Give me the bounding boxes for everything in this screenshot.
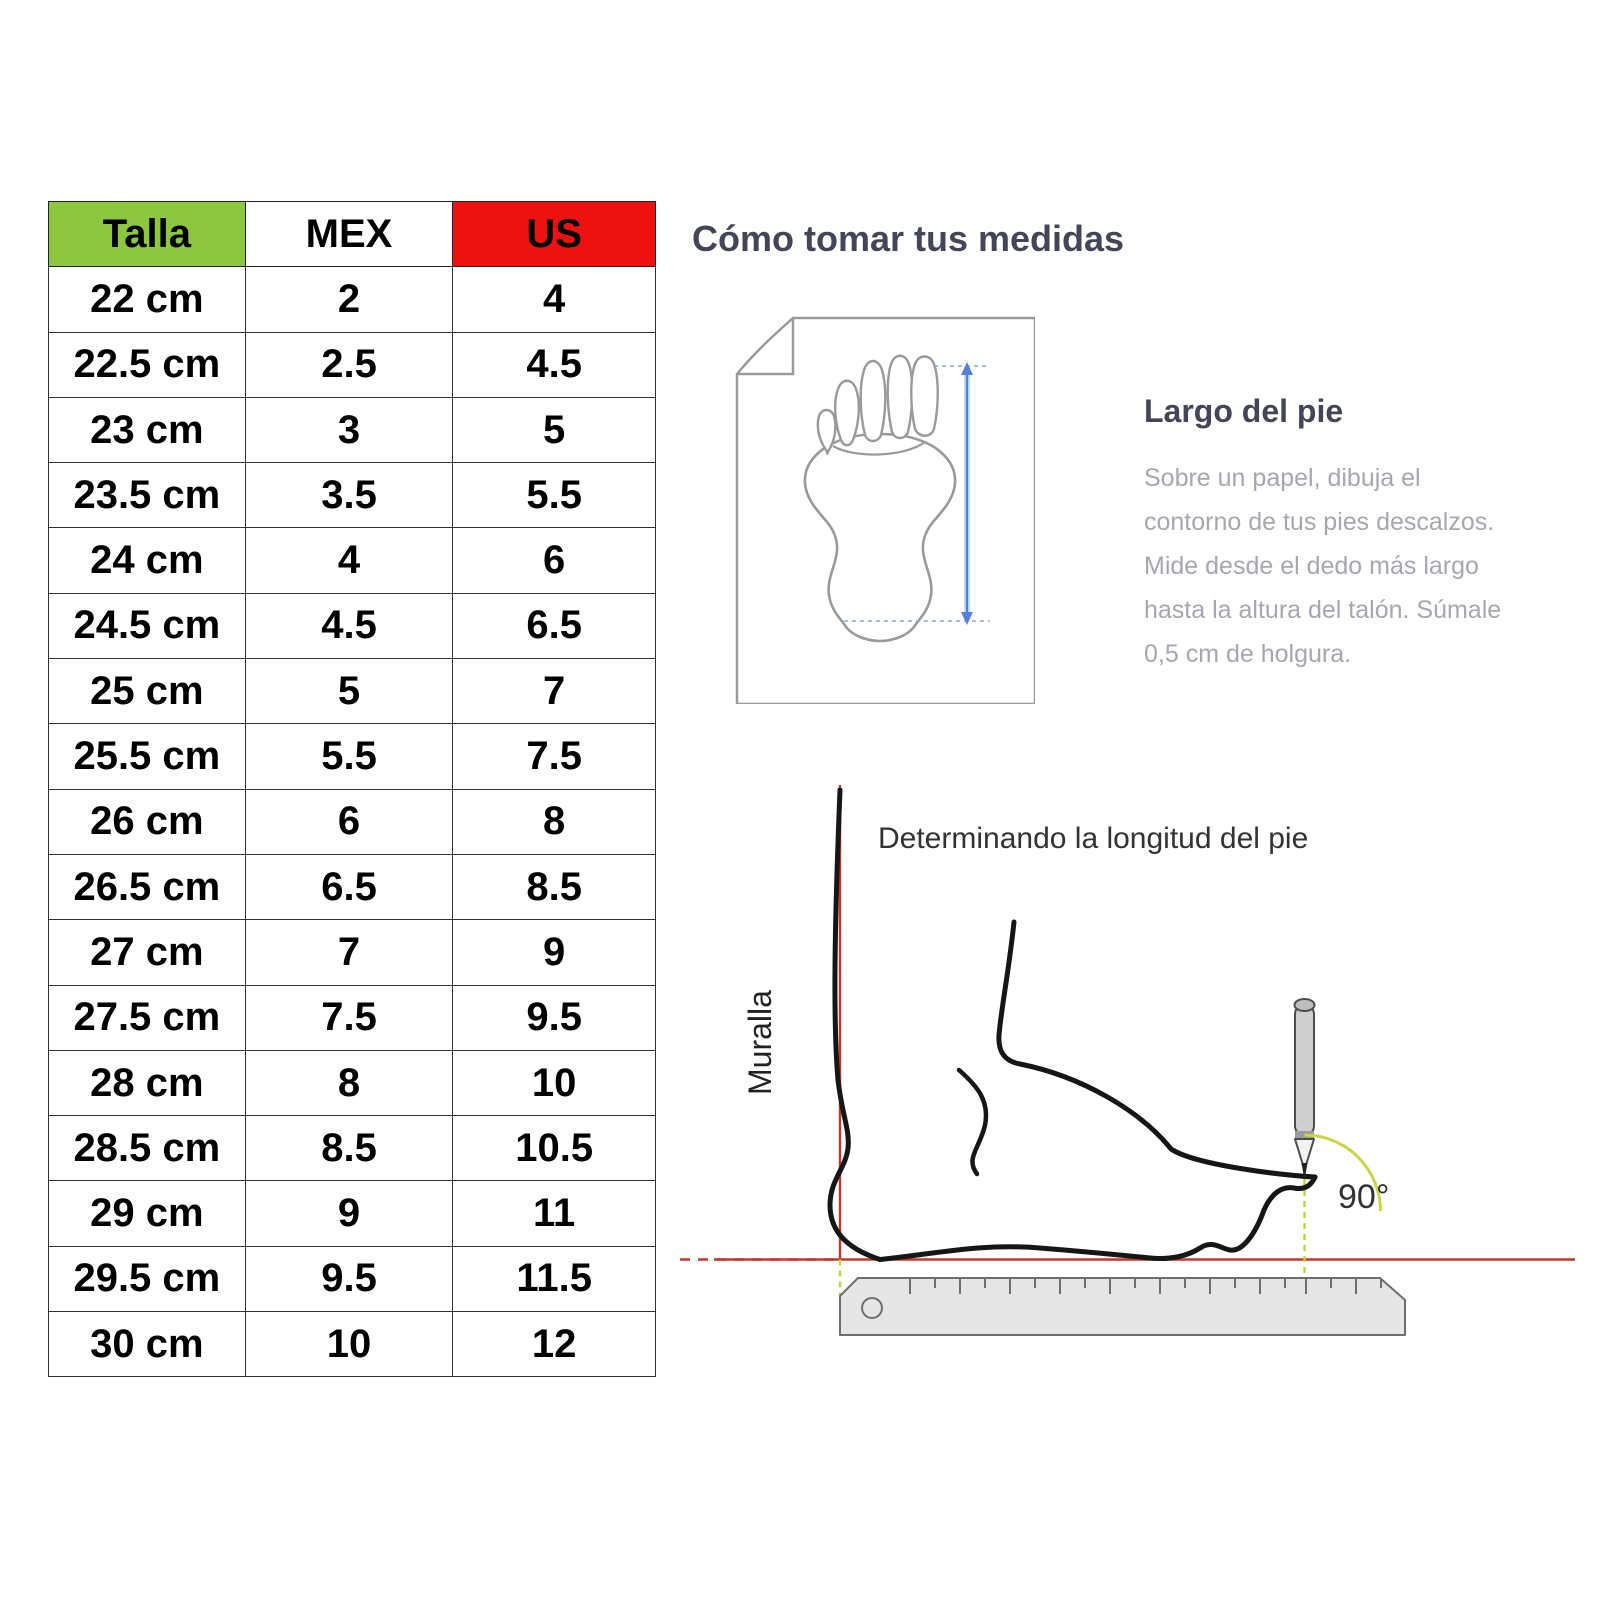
svg-text:90°: 90° <box>1338 1178 1389 1216</box>
